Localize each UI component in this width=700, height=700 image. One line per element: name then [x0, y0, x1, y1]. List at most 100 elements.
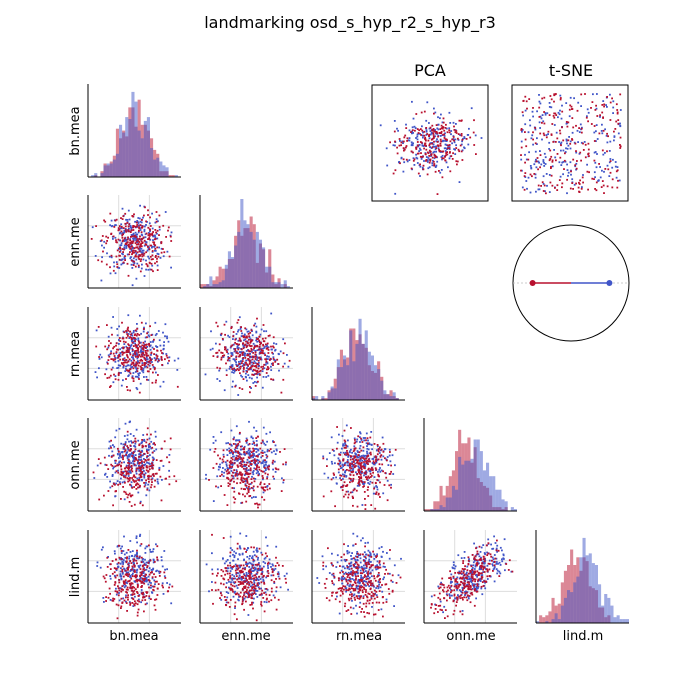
scatter-point	[231, 354, 234, 356]
scatter-point	[137, 351, 140, 354]
scatter-point	[138, 372, 141, 374]
scatter-point	[132, 362, 135, 365]
scatter-point	[143, 577, 146, 580]
scatter-point	[129, 225, 132, 227]
scatter-point	[143, 596, 146, 599]
scatter-point	[129, 352, 131, 354]
scatter-point	[118, 592, 120, 594]
scatter-point	[281, 565, 284, 567]
scatter-point	[146, 461, 149, 464]
scatter-point	[343, 444, 345, 447]
scatter-point	[352, 570, 354, 572]
scatter-point	[127, 468, 130, 471]
scatter-point	[238, 458, 241, 460]
scatter-point	[263, 470, 266, 473]
scatter-point	[112, 235, 115, 238]
scatter-point	[348, 463, 351, 466]
scatter-point	[287, 365, 290, 368]
scatter-point	[272, 568, 275, 571]
scatter-point	[381, 584, 383, 586]
scatter-point	[373, 476, 376, 478]
scatter-point	[123, 244, 126, 247]
scatter-point	[256, 466, 258, 469]
scatter-point	[124, 579, 127, 582]
scatter-point	[250, 463, 253, 466]
scatter-point	[278, 369, 280, 372]
scatter-point	[371, 469, 374, 471]
scatter-point	[361, 537, 364, 540]
scatter-point	[113, 445, 116, 448]
scatter-point	[234, 605, 236, 608]
scatter-point	[376, 560, 379, 563]
scatter-point	[258, 364, 260, 367]
scatter-point	[253, 587, 256, 590]
scatter-point	[331, 552, 333, 555]
scatter-point	[331, 594, 333, 597]
scatter-point	[128, 337, 131, 339]
scatter-point	[127, 360, 130, 363]
scatter-point	[173, 359, 176, 362]
scatter-point	[366, 459, 369, 462]
scatter-point	[250, 464, 253, 466]
scatter-point	[244, 361, 247, 364]
scatter-point	[147, 483, 149, 486]
scatter-point	[365, 578, 368, 581]
scatter-point	[362, 597, 365, 599]
scatter-point	[134, 446, 137, 448]
scatter-point	[160, 499, 163, 502]
scatter-point	[139, 484, 141, 487]
scatter-point	[129, 574, 131, 577]
scatter-point	[247, 489, 250, 492]
scatter-point	[127, 465, 130, 467]
scatter-point	[128, 218, 131, 221]
scatter-point	[94, 371, 97, 373]
scatter-point	[254, 448, 256, 450]
scatter-point	[361, 572, 364, 575]
scatter-point	[341, 590, 344, 593]
histogram-bar	[262, 247, 266, 288]
scatter-point	[250, 585, 252, 588]
scatter-point	[131, 375, 134, 378]
scatter-point	[258, 569, 261, 571]
scatter-point	[256, 585, 258, 587]
scatter-point	[354, 462, 357, 465]
scatter-point	[236, 547, 239, 550]
scatter-point	[266, 477, 268, 480]
scatter-point	[262, 365, 264, 368]
scatter-point	[237, 567, 240, 570]
scatter-point	[366, 582, 369, 585]
scatter-point	[242, 581, 244, 583]
scatter-point	[136, 367, 139, 370]
scatter-point	[124, 585, 127, 587]
scatter-point	[142, 439, 145, 442]
scatter-point	[134, 581, 137, 583]
scatter-point	[129, 389, 131, 392]
scatter-point	[338, 453, 341, 456]
scatter-point	[228, 367, 231, 370]
scatter-point	[369, 460, 371, 463]
scatter-point	[256, 577, 258, 580]
scatter-point	[229, 551, 232, 554]
scatter-point	[255, 496, 257, 498]
scatter-point	[263, 574, 265, 577]
scatter-point	[367, 572, 369, 575]
scatter-point	[257, 337, 259, 340]
scatter-point	[256, 373, 259, 376]
scatter-point	[252, 473, 255, 476]
scatter-point	[252, 382, 255, 384]
scatter-point	[239, 471, 241, 474]
scatter-point	[255, 325, 258, 328]
scatter-point	[114, 495, 116, 498]
scatter-point	[140, 451, 142, 454]
scatter-point	[120, 242, 123, 245]
scatter-point	[128, 358, 131, 361]
scatter-point	[99, 566, 102, 569]
scatter-point	[346, 459, 349, 461]
scatter-point	[135, 239, 137, 242]
scatter-point	[362, 595, 365, 598]
scatter-point	[275, 449, 278, 452]
scatter-point	[215, 462, 218, 465]
scatter-point	[105, 464, 108, 466]
scatter-point	[265, 536, 267, 539]
scatter-point	[249, 338, 252, 340]
